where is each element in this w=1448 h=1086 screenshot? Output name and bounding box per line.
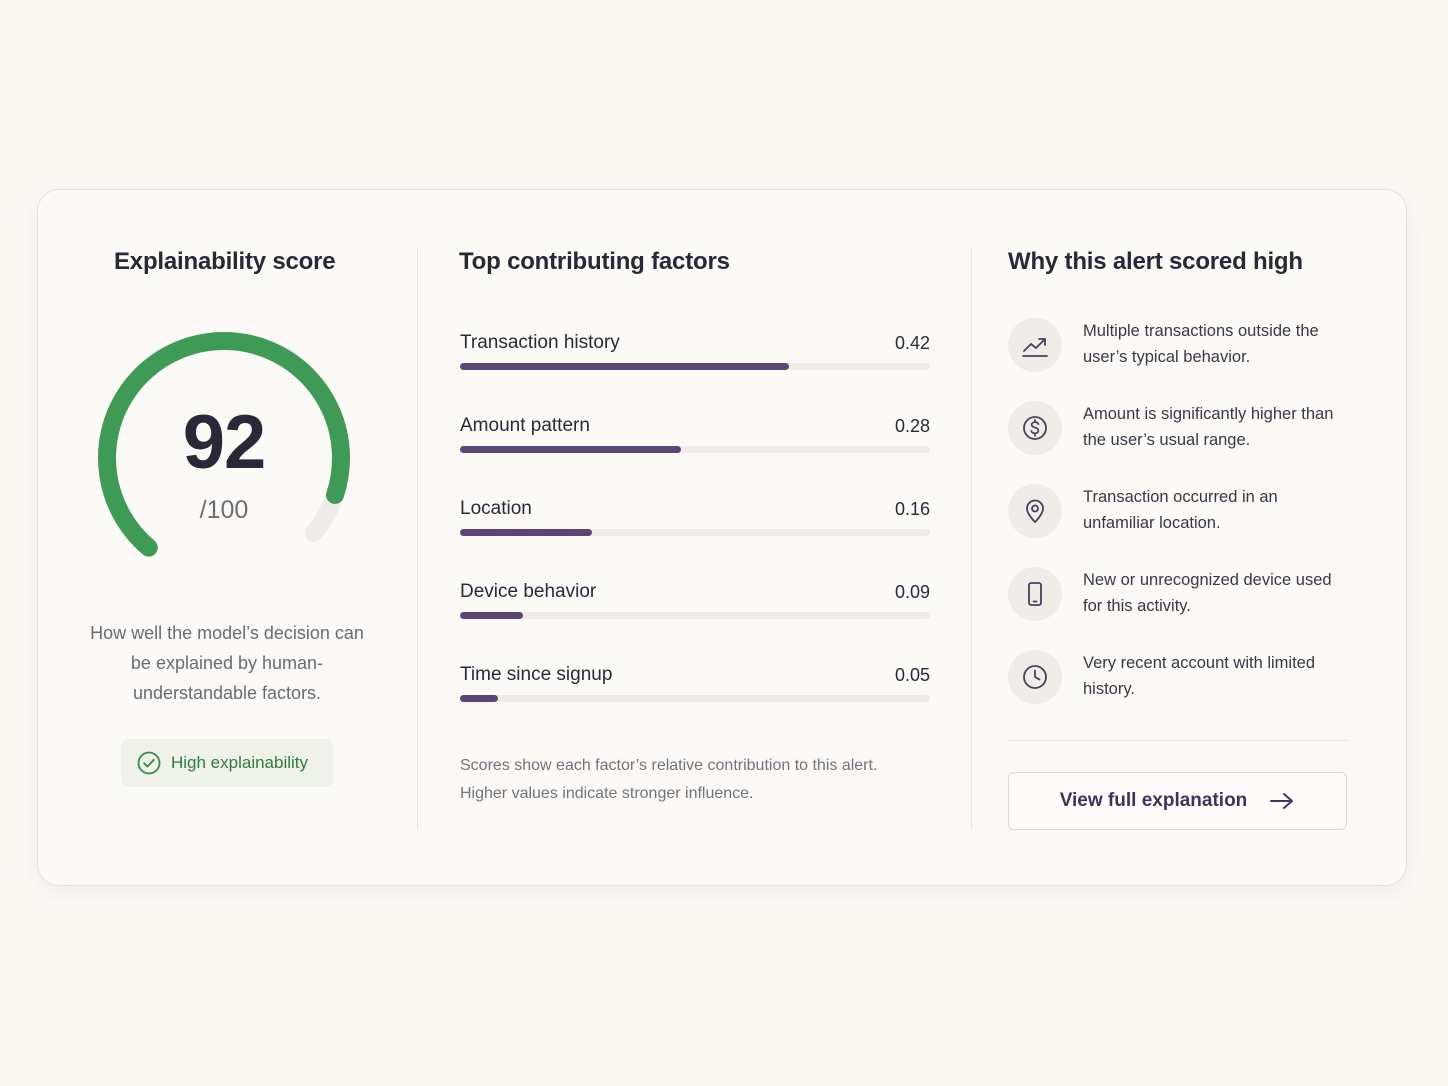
badge-label: High explainability (171, 753, 309, 772)
factor-fill (460, 612, 524, 619)
reasons-separator (1008, 740, 1348, 741)
factor-value: 0.05 (894, 665, 930, 685)
factor-fill (460, 695, 498, 702)
reason-item: Amount is significantly higher than the … (1008, 401, 1358, 457)
clock-icon (1008, 650, 1062, 704)
factor-fill (460, 446, 681, 453)
reason-item: Transaction occurred in an unfamiliar lo… (1008, 484, 1358, 540)
score-panel-title: Explainability score (114, 248, 336, 275)
reason-item: New or unrecognized device used for this… (1008, 567, 1358, 623)
factor-row: Location 0.16 (460, 497, 930, 537)
reason-item: Very recent account with limited history… (1008, 650, 1358, 706)
mobile-device-icon (1008, 567, 1062, 621)
explainability-card: Explainability score 92 /100 How well th… (37, 189, 1407, 886)
score-max: /100 (199, 496, 249, 524)
factor-name: Location (460, 498, 532, 519)
score-value: 92 (182, 400, 267, 485)
factor-track (460, 446, 930, 453)
dollar-circle-icon (1008, 401, 1062, 455)
factors-panel-title: Top contributing factors (459, 248, 730, 275)
factor-row: Time since signup 0.05 (460, 663, 930, 703)
factor-name: Device behavior (460, 581, 597, 602)
factor-row: Device behavior 0.09 (460, 580, 930, 620)
factor-name: Amount pattern (460, 415, 590, 436)
view-full-explanation-button[interactable]: View full explanation (1008, 772, 1347, 830)
column-divider (971, 248, 972, 830)
view-full-explanation-label: View full explanation (1059, 790, 1248, 811)
trend-up-icon (1008, 318, 1062, 372)
score-description: How well the model’s decision can be exp… (90, 623, 364, 703)
reason-text: Very recent account with limited history… (1083, 654, 1316, 698)
factor-row: Transaction history 0.42 (460, 331, 930, 371)
score-gauge (98, 332, 350, 557)
reason-text: Multiple transactions outside the user’s… (1083, 322, 1319, 366)
factor-value: 0.42 (894, 333, 930, 353)
factor-name: Transaction history (460, 332, 620, 353)
factor-track (460, 529, 930, 536)
column-divider (417, 248, 418, 830)
reasons-panel-title: Why this alert scored high (1008, 248, 1303, 275)
check-circle-icon (137, 751, 161, 775)
explainability-badge: High explainability (121, 739, 333, 787)
reason-text: New or unrecognized device used for this… (1083, 571, 1332, 615)
reason-text: Transaction occurred in an unfamiliar lo… (1083, 488, 1278, 532)
factor-track (460, 612, 930, 619)
factor-value: 0.09 (894, 582, 930, 602)
factor-fill (460, 363, 789, 370)
factor-row: Amount pattern 0.28 (460, 414, 930, 454)
factors-note: Scores show each factor’s relative contr… (460, 757, 878, 802)
factor-track (460, 695, 930, 702)
factor-track (460, 363, 930, 370)
reason-text: Amount is significantly higher than the … (1083, 405, 1334, 449)
location-pin-icon (1008, 484, 1062, 538)
factor-fill (460, 529, 592, 536)
gauge-arc (98, 332, 350, 557)
reason-item: Multiple transactions outside the user’s… (1008, 318, 1358, 374)
factor-value: 0.28 (894, 416, 930, 436)
factor-value: 0.16 (894, 499, 930, 519)
arrow-right-icon (1270, 793, 1294, 809)
factor-name: Time since signup (460, 664, 613, 685)
